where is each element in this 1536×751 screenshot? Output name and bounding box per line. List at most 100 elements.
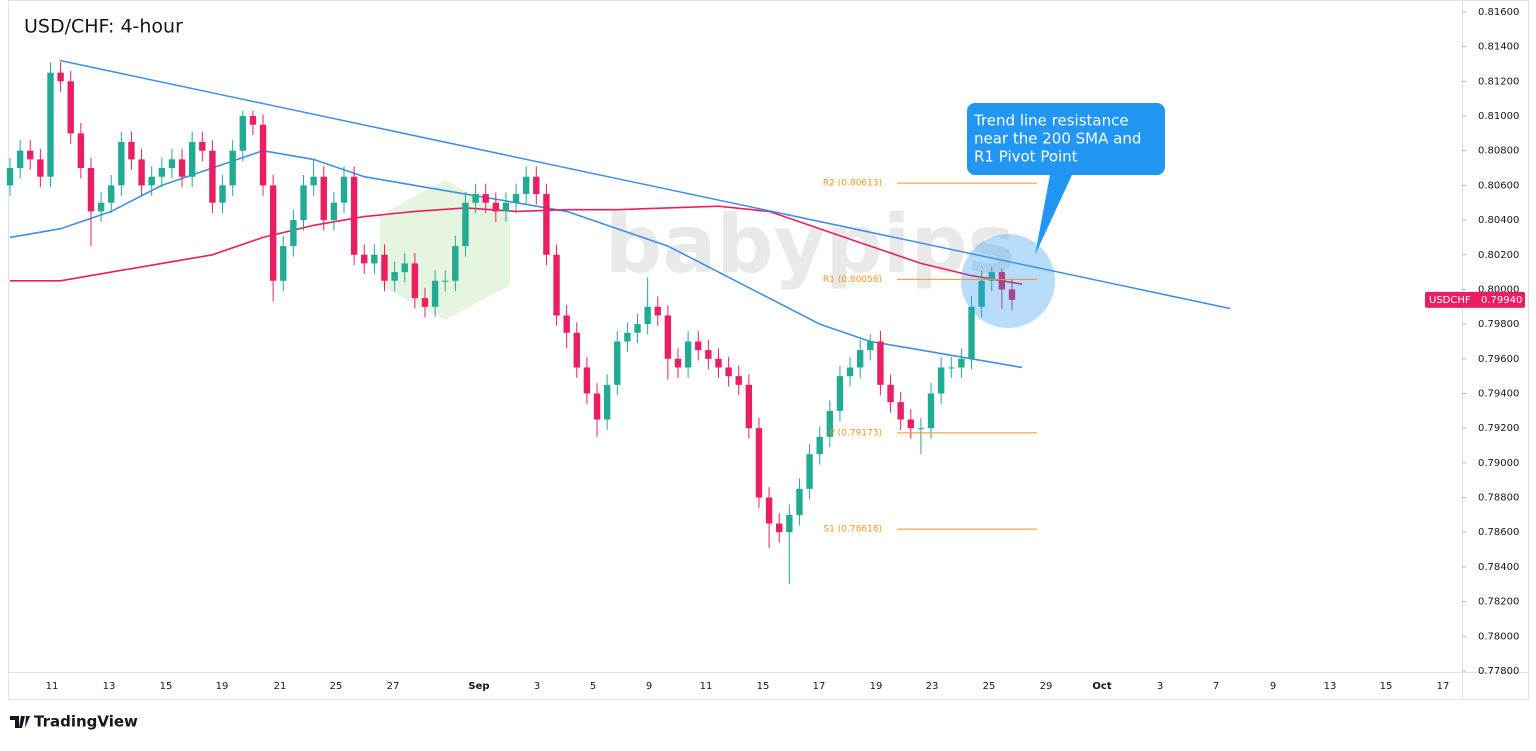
candle-body [614,341,621,385]
candle-body [421,298,429,307]
candle-body [229,150,236,186]
x-tick-label: 29 [1040,681,1053,692]
y-tick-label: 0.78200 [1478,597,1519,608]
candle-body [290,220,297,247]
candle-body [47,72,54,177]
x-tick-label: 13 [103,681,116,692]
y-tick-label: 0.79600 [1478,354,1519,365]
annotation-line: near the 200 SMA and [974,130,1141,148]
candle-body [310,176,317,186]
candle-body [836,376,844,411]
x-tick-label: 21 [274,681,287,692]
x-tick-label: 25 [983,681,996,692]
x-tick-label: 9 [646,681,652,692]
candle-body [634,324,641,333]
candle-body [158,168,166,177]
candle-body [199,142,206,151]
candle-body [553,254,560,316]
x-tick-label: 11 [46,681,59,692]
chart-title: USD/CHF: 4-hour [24,16,183,38]
candle-body [543,194,550,255]
candle-body [856,350,864,368]
candle-body [67,81,74,134]
candle-body [624,332,631,342]
symbol-label: USDCHF [1429,295,1471,306]
candle-body [108,185,115,203]
y-tick-label: 0.81200 [1478,76,1519,87]
candle-body [958,358,965,368]
candle-body [401,263,408,273]
candle-body [725,367,732,377]
candle-body [209,150,216,203]
candle-body [948,367,955,369]
candle-body [816,436,823,455]
candle-body [522,176,530,195]
candle-body [674,358,682,368]
candle-body [745,384,753,429]
candle-body [563,315,570,333]
x-tick-label: Oct [1092,681,1111,692]
y-tick-label: 0.80400 [1478,215,1519,226]
candle-body [371,254,378,264]
x-tick-label: 3 [534,681,540,692]
candle-body [16,150,24,169]
x-tick-label: 19 [870,681,883,692]
watermark: babypips [605,198,1015,291]
candle-body [259,124,267,186]
candle-body [431,280,439,307]
candle-body [583,367,591,394]
x-tick-label: 15 [757,681,770,692]
annotation-line: R1 Pivot Point [974,148,1078,166]
candle-body [138,159,145,186]
candle-body [330,202,338,221]
pivot-label: P (0.79173) [829,428,882,438]
candle-body [249,116,257,125]
candle-body [452,246,459,281]
candle-body [97,202,105,212]
y-tick-label: 0.80200 [1478,250,1519,261]
candle-body [492,202,500,212]
candle-body [998,272,1006,290]
candle-body [715,358,722,368]
candle-body [340,176,348,203]
candle-body [533,176,540,195]
candle-body [300,185,307,221]
candle-body [269,185,277,281]
candle-body [887,384,894,403]
x-tick-label: 3 [1157,681,1163,692]
last-price-label: 0.79940 [1481,295,1522,306]
candle-body [644,306,651,325]
candle-body [411,263,419,299]
x-tick-label: 17 [813,681,826,692]
candle-body [695,341,702,351]
trend-line [59,59,1231,310]
candle-body [968,306,975,359]
candle-body [391,272,398,281]
pivot-label: R1 (0.80058) [823,275,882,285]
x-tick-label: 19 [216,681,229,692]
candle-body [512,194,520,203]
candle-body [846,367,854,377]
candle-body [350,176,358,255]
x-tick-label: 11 [700,681,713,692]
plot [6,62,1023,585]
candle-body [381,254,388,281]
y-tick-label: 0.78600 [1478,527,1519,538]
x-tick-label: 23 [926,681,939,692]
candle-body [188,142,196,177]
candle-body [796,488,803,515]
candle-body [178,159,186,177]
candle-body [1008,289,1016,300]
candle-body [654,306,661,316]
y-tick-label: 0.81400 [1478,42,1519,53]
y-tick-label: 0.77800 [1478,666,1519,677]
candle-body [786,514,793,533]
candle-body [776,523,783,533]
candle-body [128,142,135,160]
price-tag [1425,291,1525,308]
y-tick-label: 0.79000 [1478,458,1519,469]
footer-logo [10,716,30,728]
candle-body [118,142,125,186]
candle-body [927,393,935,429]
candle-body [462,202,469,247]
